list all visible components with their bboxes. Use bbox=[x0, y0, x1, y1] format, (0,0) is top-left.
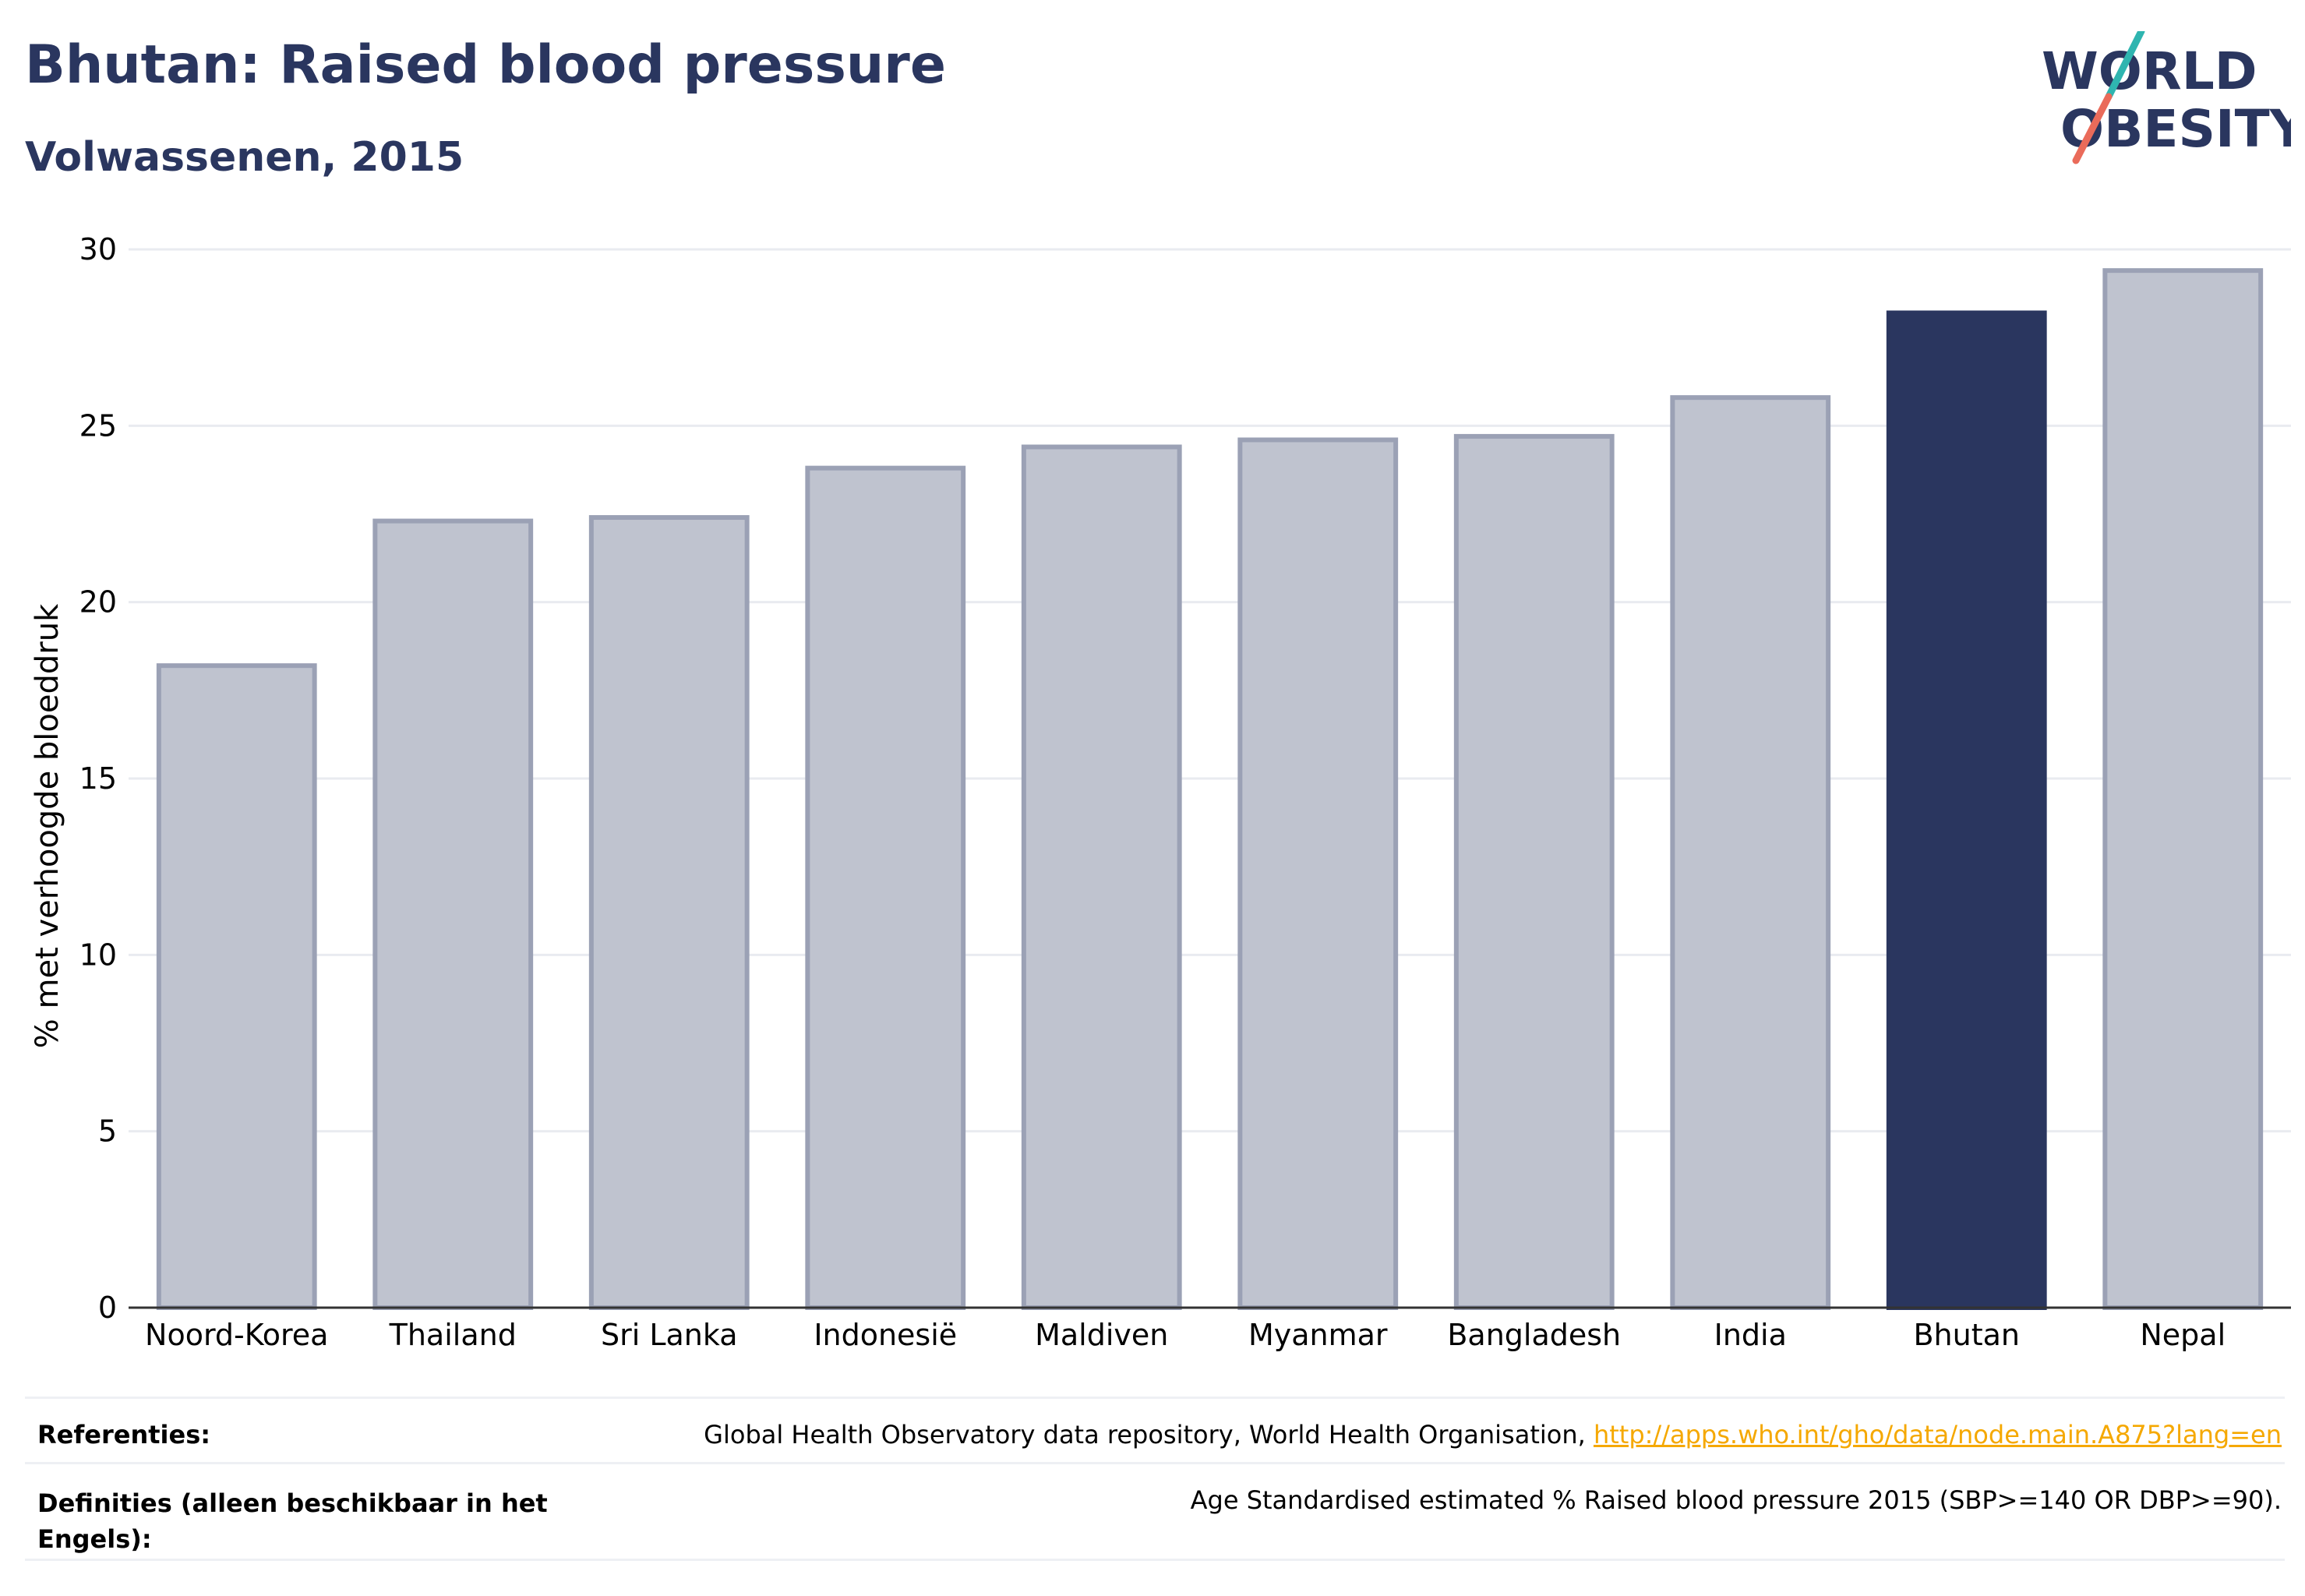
y-tick-label: 15 bbox=[79, 761, 117, 796]
definitions-label: Definities (alleen beschikbaar in het En… bbox=[37, 1485, 548, 1557]
bar-maldiven[interactable] bbox=[1021, 444, 1182, 1311]
bars bbox=[156, 268, 2264, 1311]
logo-slash-top bbox=[2105, 31, 2145, 101]
x-tick-label: Indonesië bbox=[814, 1318, 957, 1352]
x-tick-label: Noord-Korea bbox=[145, 1318, 328, 1352]
references-source: Global Health Observatory data repositor… bbox=[704, 1420, 1594, 1449]
logo-line1: WORLD bbox=[2042, 41, 2257, 101]
y-axis-label: % met verhoogde bloeddruk bbox=[30, 603, 65, 1048]
x-tick-label: Bangladesh bbox=[1447, 1318, 1621, 1352]
references-link[interactable]: http://apps.who.int/gho/data/node.main.A… bbox=[1593, 1420, 2282, 1449]
x-tick-label: Myanmar bbox=[1248, 1318, 1388, 1352]
definitions-label-line2: Engels): bbox=[37, 1524, 152, 1554]
page-subtitle: Volwassenen, 2015 bbox=[25, 134, 464, 181]
bar-nepal[interactable] bbox=[2102, 268, 2264, 1310]
page-title: Bhutan: Raised blood pressure bbox=[25, 34, 946, 96]
y-tick-label: 30 bbox=[79, 232, 117, 267]
x-tick-label: Nepal bbox=[2140, 1318, 2226, 1352]
footer-divider-bottom bbox=[25, 1559, 2285, 1561]
references-text: Global Health Observatory data repositor… bbox=[704, 1420, 2282, 1449]
bar-bhutan[interactable] bbox=[1886, 310, 2047, 1311]
y-tick-label: 0 bbox=[98, 1291, 117, 1325]
y-tick-label: 10 bbox=[79, 937, 117, 972]
bar-thailand[interactable] bbox=[372, 518, 534, 1310]
bar-sri-lanka[interactable] bbox=[588, 515, 750, 1310]
bar-india[interactable] bbox=[1670, 395, 1831, 1310]
bar-myanmar[interactable] bbox=[1237, 437, 1399, 1311]
x-tick-label: Maldiven bbox=[1035, 1318, 1168, 1352]
x-tick-label: India bbox=[1714, 1318, 1787, 1352]
x-tick-label: Sri Lanka bbox=[601, 1318, 738, 1352]
bar-noord-korea[interactable] bbox=[156, 663, 317, 1310]
axes: 0 5 10 15 20 25 30 Noord-Korea Thailand Sri Lanka… bbox=[79, 232, 2291, 1352]
bar-chart: 0 5 10 15 20 25 30 Noord-Korea Thailand Sri Lanka… bbox=[30, 232, 2291, 1352]
footer-divider-top bbox=[25, 1396, 2285, 1399]
world-obesity-logo: WORLD OBESITY bbox=[2042, 31, 2291, 164]
definitions-text: Age Standardised estimated % Raised bloo… bbox=[1190, 1485, 2282, 1515]
references-label: Referenties: bbox=[37, 1420, 211, 1449]
bar-bangladesh[interactable] bbox=[1453, 433, 1615, 1310]
bar-indonesi-[interactable] bbox=[805, 465, 966, 1310]
y-tick-label: 20 bbox=[79, 585, 117, 620]
footer-divider-middle bbox=[25, 1462, 2285, 1464]
logo-slash-bottom bbox=[2072, 93, 2113, 164]
x-tick-label: Thailand bbox=[389, 1318, 517, 1352]
x-tick-label: Bhutan bbox=[1913, 1318, 2020, 1352]
definitions-label-line1: Definities (alleen beschikbaar in het bbox=[37, 1488, 548, 1518]
y-tick-label: 5 bbox=[98, 1114, 117, 1149]
y-tick-label: 25 bbox=[79, 408, 117, 443]
